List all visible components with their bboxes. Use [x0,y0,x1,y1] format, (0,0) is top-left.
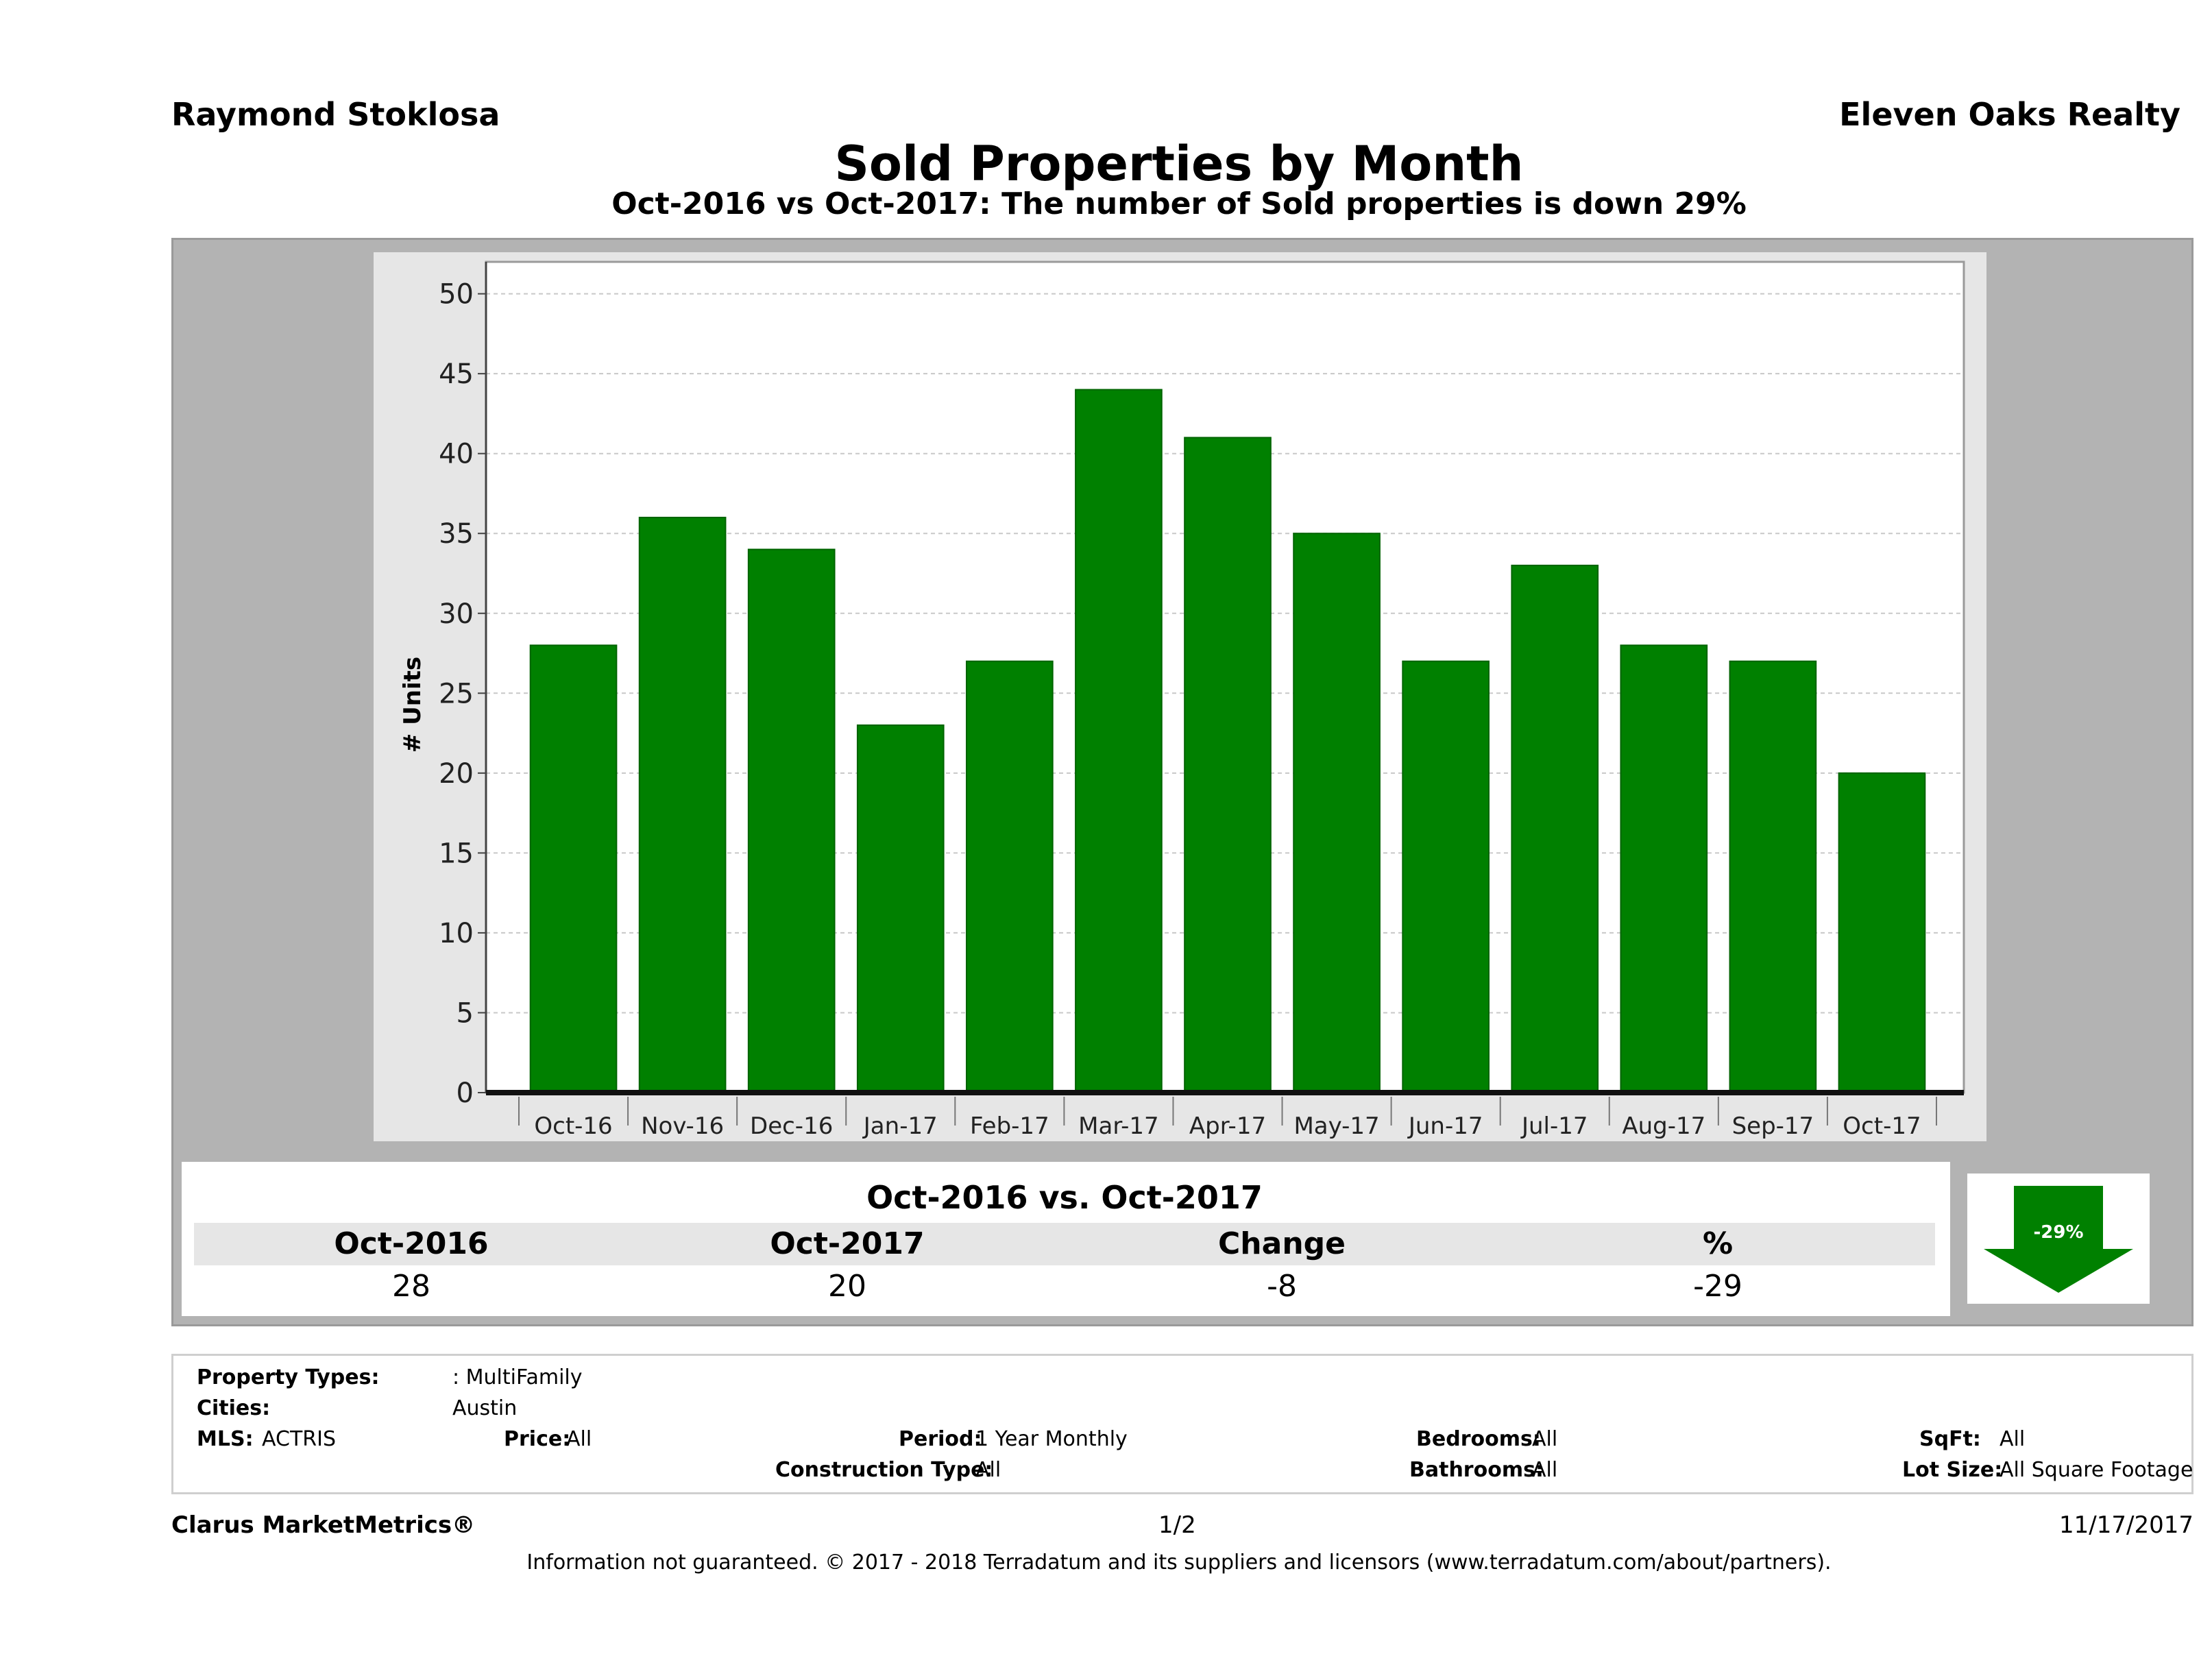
lot-size-label: Lot Size: [1902,1458,2002,1482]
summary-col-oct2016-value: 28 [392,1269,430,1304]
sqft-value: All [2000,1427,2026,1451]
lot-size-value: All Square Footage [2000,1458,2193,1482]
y-tick-label: 0 [457,1078,474,1109]
bar [1402,660,1490,1093]
x-tick-label: Oct-17 [1843,1112,1921,1140]
bathrooms-label: Bathrooms: [1409,1458,1544,1482]
report-date: 11/17/2017 [2059,1511,2193,1539]
cities-label-text: Cities: [197,1396,271,1420]
sqft-label-text: SqFt: [1919,1427,1981,1451]
x-tick-label: Jul-17 [1520,1112,1588,1140]
y-tick-label: 15 [439,838,474,869]
y-tick-label: 50 [439,279,474,311]
bedrooms-label: Bedrooms: [1416,1427,1541,1451]
bar [1075,389,1163,1093]
x-tick-label: May-17 [1293,1112,1379,1140]
property-types-value: : MultiFamily [452,1365,583,1389]
x-tick-label: Aug-17 [1622,1112,1705,1140]
property-types-label: Property Types: [197,1365,379,1389]
x-tick-label: Mar-17 [1078,1112,1159,1140]
search-criteria-panel [171,1354,2193,1494]
y-tick-label: 40 [439,439,474,470]
property-types-label-text: Property Types: [197,1365,380,1389]
y-tick-label: 30 [439,598,474,630]
down-arrow-icon: -29% [1984,1186,2133,1293]
bedrooms-label-text: Bedrooms: [1416,1427,1541,1451]
y-tick-label: 5 [457,997,474,1029]
bar [1838,772,1926,1093]
x-tick-label: Jan-17 [862,1112,938,1140]
bar [529,644,618,1093]
bar [1620,644,1708,1093]
summary-col-change-label: Change [1218,1226,1346,1261]
y-tick-label: 35 [439,518,474,550]
bar [747,548,836,1093]
y-tick-label: 10 [439,918,474,949]
summary-col-percent-label: % [1702,1226,1734,1261]
summary-col-oct2017-label: Oct-2017 [770,1226,925,1261]
x-tick-label: Oct-16 [534,1112,612,1140]
sqft-label: SqFt: [1919,1427,1981,1451]
agent-name: Raymond Stoklosa [171,96,500,133]
bar [966,660,1054,1093]
summary-heading: Oct-2016 vs. Oct-2017 [194,1174,1935,1221]
construction-type-label-text: Construction Type: [775,1458,993,1482]
x-tick-label: Dec-16 [750,1112,833,1140]
summary-col-oct2016-label: Oct-2016 [334,1226,489,1261]
report-title: Sold Properties by Month [834,136,1524,192]
cities-label: Cities: [197,1396,270,1420]
bar [638,516,727,1093]
summary-col-percent-value: -29 [1693,1269,1742,1304]
x-tick-label: Feb-17 [970,1112,1049,1140]
construction-type-value: All [975,1458,1001,1482]
period-label-text: Period: [899,1427,982,1451]
price-label-text: Price: [504,1427,571,1451]
bar [1293,533,1381,1093]
period-label: Period: [899,1427,982,1451]
down-arrow-shape [1984,1186,2133,1293]
page-number: 1/2 [1158,1511,1196,1539]
company-name: Eleven Oaks Realty [1839,96,2180,133]
summary-col-oct2017-value: 20 [828,1269,866,1304]
bedrooms-value: All [1532,1427,1558,1451]
mls-value: ACTRIS [262,1427,337,1451]
bar [856,724,945,1093]
mls-label: MLS: [197,1427,254,1451]
x-tick-label: Nov-16 [641,1112,724,1140]
y-tick-label: 25 [439,678,474,709]
price-label: Price: [504,1427,570,1451]
summary-label-row [194,1223,1935,1265]
bar [1729,660,1817,1093]
x-tick-label: Apr-17 [1189,1112,1266,1140]
y-tick-label: 20 [439,758,474,790]
y-axis-label: # Units [399,657,426,753]
bathrooms-label-text: Bathrooms: [1409,1458,1544,1482]
report-subtitle: Oct-2016 vs Oct-2017: The number of Sold… [611,186,1747,221]
x-tick-label: Sep-17 [1732,1112,1814,1140]
construction-type-label: Construction Type: [775,1458,993,1482]
x-tick-label: Jun-17 [1407,1112,1483,1140]
arrow-percent-label: -29% [2033,1222,2083,1243]
lot-size-label-text: Lot Size: [1902,1458,2003,1482]
mls-label-text: MLS: [197,1427,254,1451]
summary-col-change-value: -8 [1267,1269,1297,1304]
period-value: 1 Year Monthly [975,1427,1128,1451]
price-value: All [566,1427,592,1451]
bar-chart: 0 5 10 15 20 25 30 35 40 45 50 # Units Oct-16 Nov-16 D… [399,260,1965,1140]
y-tick-label: 45 [439,358,474,390]
bar [1184,437,1272,1093]
disclaimer-note: Information not guaranteed. © 2017 - 201… [526,1551,1832,1574]
footer-brand: Clarus MarketMetrics® [171,1511,476,1539]
bathrooms-value: All [1532,1458,1558,1482]
cities-value: Austin [452,1396,518,1420]
bar [1511,564,1599,1094]
summary-value-row [194,1267,1935,1306]
